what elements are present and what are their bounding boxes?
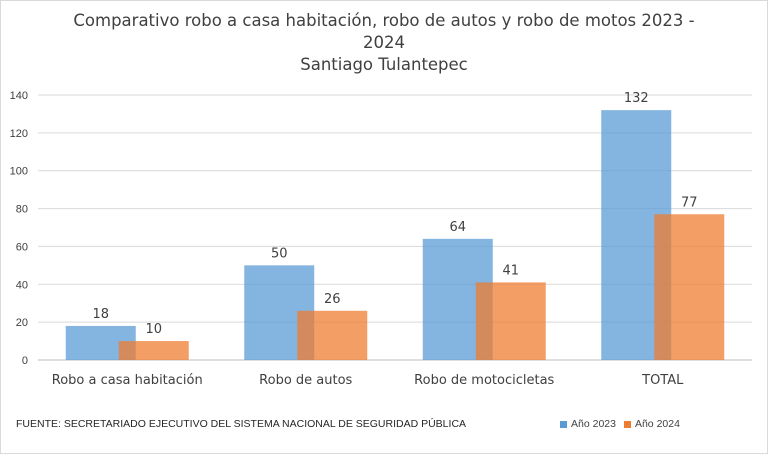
x-tick-label-0: Robo a casa habitación [52,373,203,388]
y-tick-label-120: 120 [10,128,28,140]
x-tick-label-3: TOTAL [641,373,684,388]
chart-subtitle: Santiago Tulantepec [300,55,468,74]
data-label-2023-2: 64 [449,220,466,235]
legend-label-2023: Año 2023 [571,418,616,430]
chart-title: Comparativo robo a casa habitación, robo… [0,10,768,76]
y-tick-label-80: 80 [16,204,28,216]
data-label-2024-0: 10 [145,322,162,337]
data-label-2023-0: 18 [92,307,109,322]
x-tick-label-1: Robo de autos [259,373,352,388]
legend: Año 2023 Año 2024 [560,418,680,430]
data-label-2024-2: 41 [502,263,519,278]
y-tick-label-140: 140 [10,90,28,102]
source-note: FUENTE: SECRETARIADO EJECUTIVO DEL SISTE… [16,418,467,430]
legend-label-2024: Año 2024 [634,418,680,430]
legend-swatch-2024 [623,420,631,428]
legend-swatch-2023 [560,420,567,428]
legend-item-2023: Año 2023 [560,418,616,430]
y-tick-label-20: 20 [16,317,28,329]
y-tick-label-60: 60 [16,241,28,253]
bar-2024-0 [118,341,189,360]
y-tick-label-100: 100 [10,166,28,178]
y-tick-label-0: 0 [22,355,28,367]
legend-item-2024: Año 2024 [623,418,680,430]
y-tick-label-40: 40 [16,279,28,291]
bar-2024-1 [297,310,368,360]
bar-2024-3 [654,214,725,360]
chart-title-line-2: 2024 [363,33,405,52]
x-tick-label-2: Robo de motocicletas [414,373,554,388]
bar-2024-2 [475,282,546,360]
chart-title-line-1: Comparativo robo a casa habitación, robo… [73,11,695,30]
data-label-2024-3: 77 [681,195,698,210]
data-label-2024-1: 26 [324,292,341,307]
data-label-2023-3: 132 [624,91,649,106]
data-label-2023-1: 50 [271,246,288,261]
